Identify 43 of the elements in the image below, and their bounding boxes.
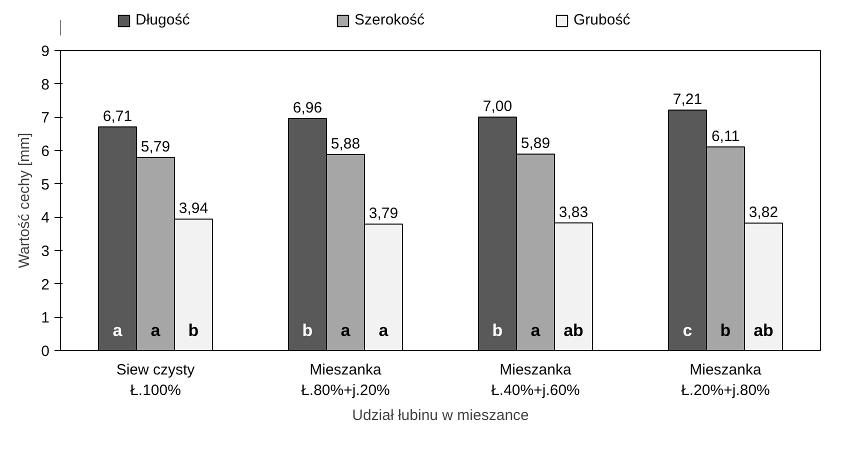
data-label: 5,89 (520, 135, 550, 152)
y-tick-label: 2 (41, 276, 50, 294)
x-tick-label: Mieszanka Ł.20%+j.80% (681, 362, 770, 399)
annotation: a (112, 321, 123, 340)
data-label: 3,94 (178, 200, 208, 218)
legend-label: Długość (136, 12, 191, 28)
legend-label: Szerokość (354, 12, 426, 28)
data-label: 7,00 (482, 98, 512, 116)
y-tick-label: 1 (41, 310, 50, 327)
data-label: 5,79 (140, 138, 170, 156)
y-axis-title: Wartość cechy [mm] (16, 132, 34, 268)
data-label: 5,88 (330, 136, 360, 152)
annotation: a (378, 321, 389, 340)
annotation: a (340, 321, 351, 340)
y-tick-label: 4 (41, 210, 50, 227)
y-tick-label: 6 (41, 143, 50, 160)
annotation: ab (754, 321, 774, 340)
data-label: 3,79 (368, 205, 398, 222)
annotation: b (492, 321, 503, 340)
data-label: 6,96 (292, 100, 322, 116)
annotation: a (150, 321, 161, 340)
y-tick-label: 0 (41, 343, 50, 360)
x-axis-title: Udział łubinu w mieszance (352, 406, 529, 424)
x-tick-label: Siew czysty Ł.100% (116, 362, 196, 399)
y-tick-label: 3 (41, 243, 50, 260)
annotation: c (682, 321, 692, 340)
x-tick-label: Mieszanka Ł.40%+j.60% (491, 362, 580, 399)
data-label: 3,82 (748, 204, 778, 222)
annotation: b (188, 321, 199, 340)
y-tick-label: 7 (41, 110, 50, 127)
y-tick-label: 9 (41, 43, 50, 60)
annotation: b (302, 321, 313, 340)
annotation: b (720, 321, 731, 340)
annotation: a (530, 321, 541, 340)
y-tick-label: 8 (41, 76, 50, 94)
x-tick-label: Mieszanka Ł.80%+j.20% (301, 362, 390, 399)
y-tick-label: 5 (41, 176, 50, 194)
data-label: 7,21 (672, 91, 702, 108)
data-label: 6,11 (711, 128, 740, 145)
data-label: 6,71 (102, 108, 132, 125)
annotation: ab (564, 321, 584, 340)
legend-label: Grubość (574, 12, 632, 28)
data-label: 3,83 (558, 204, 588, 221)
